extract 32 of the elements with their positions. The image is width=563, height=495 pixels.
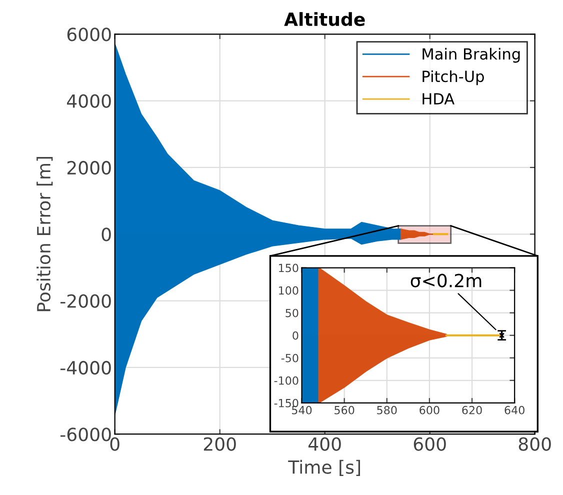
x-tick-label: 600 [414, 437, 446, 451]
y-tick-label: 0 [292, 331, 298, 340]
x-tick-label: 640 [504, 406, 524, 414]
x-tick-label: 620 [462, 406, 482, 414]
x-tick-label: 600 [420, 406, 440, 414]
legend-label: HDA [422, 93, 454, 104]
y-tick-label: -100 [274, 376, 298, 385]
y-tick-label: -4000 [60, 360, 111, 375]
x-tick-label: 800 [518, 437, 551, 451]
y-tick-label: 6000 [67, 28, 111, 42]
x-tick-label: 400 [308, 437, 341, 451]
y-tick-label: -6000 [60, 428, 111, 442]
y-tick-label: 4000 [67, 94, 111, 108]
x-tick-label: 200 [204, 437, 236, 451]
y-tick-label: 150 [279, 264, 298, 272]
y-tick-label: -150 [274, 398, 298, 408]
y-tick-label: 0 [102, 228, 111, 242]
y-tick-label: 100 [279, 286, 298, 295]
legend-label: Main Braking [422, 48, 520, 63]
x-tick-label: 560 [334, 406, 354, 414]
x-tick-label: 580 [377, 406, 397, 414]
y-tick-label: -2000 [60, 294, 111, 308]
y-tick-label: 2000 [67, 160, 111, 175]
x-tick-label: 0 [110, 437, 120, 451]
chart-title: Altitude [284, 12, 365, 26]
y-axis-title: Position Error [m] [36, 156, 53, 312]
y-tick-label: 50 [286, 308, 298, 318]
x-tick-label: 540 [292, 406, 312, 414]
annotation: σ<0.2m [410, 274, 482, 288]
x-axis-title: Time [s] [288, 460, 360, 476]
y-tick-label: -50 [281, 354, 298, 362]
legend-label: Pitch-Up [422, 70, 484, 86]
